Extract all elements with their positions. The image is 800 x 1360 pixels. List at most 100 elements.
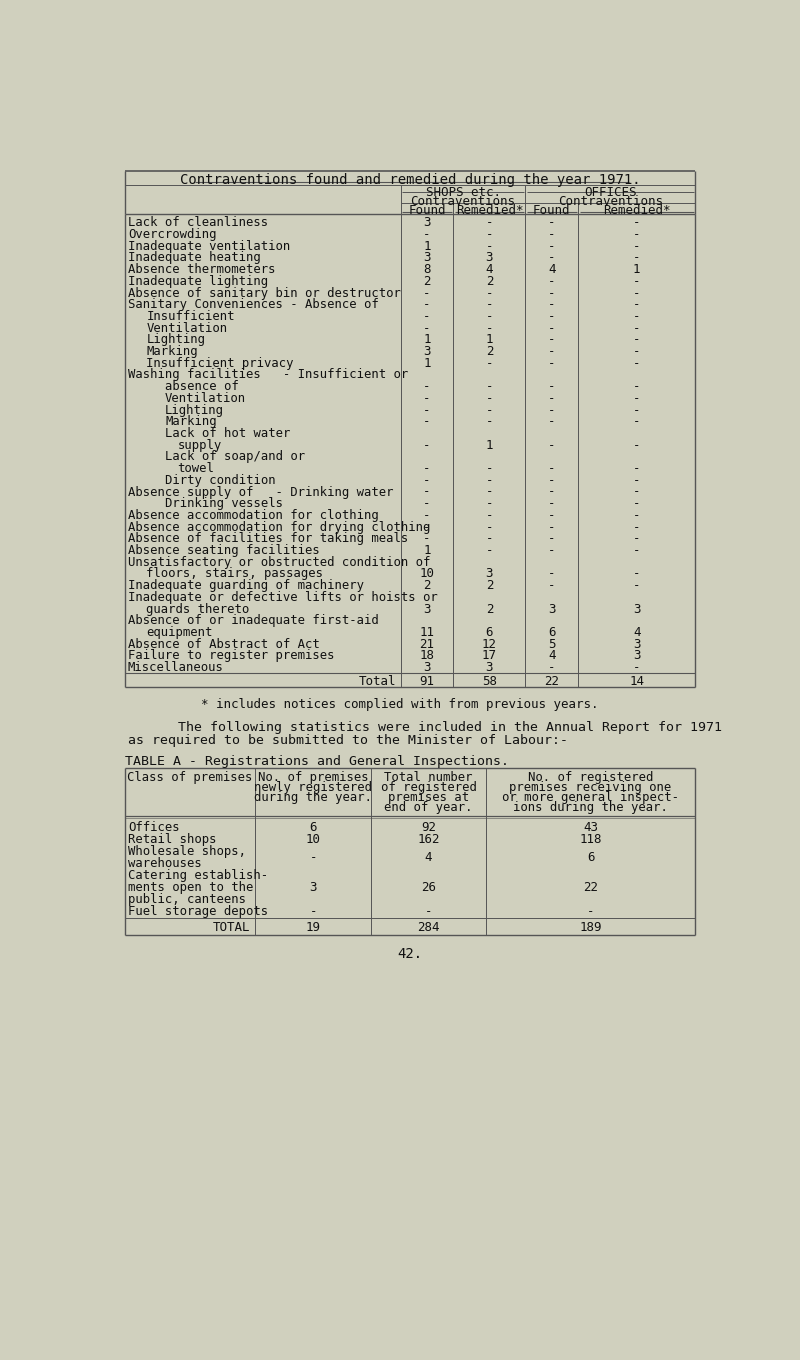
Text: Inadequate or defective lifts or hoists or: Inadequate or defective lifts or hoists … [128,590,438,604]
Text: Found: Found [408,204,446,218]
Text: -: - [423,228,430,241]
Text: ments open to the: ments open to the [128,881,254,894]
Text: -: - [486,239,493,253]
Text: -: - [633,567,641,581]
Text: -: - [548,404,555,416]
Text: Catering establish-: Catering establish- [128,869,268,883]
Text: -: - [486,415,493,428]
Text: -: - [423,473,430,487]
Text: -: - [633,579,641,592]
Text: -: - [548,544,555,558]
Text: Marking: Marking [165,415,217,428]
Text: -: - [486,521,493,533]
Text: Lighting: Lighting [165,404,224,416]
Text: -: - [548,392,555,405]
Text: during the year.: during the year. [254,792,372,804]
Text: 2: 2 [423,275,430,288]
Text: -: - [633,298,641,311]
Text: 3: 3 [633,649,641,662]
Text: -: - [423,381,430,393]
Text: TOTAL: TOTAL [213,922,250,934]
Text: 162: 162 [418,834,440,846]
Text: Absence of sanitary bin or destructor: Absence of sanitary bin or destructor [128,287,401,299]
Text: -: - [633,310,641,322]
Text: of registered: of registered [381,782,477,794]
Text: -: - [633,521,641,533]
Text: 6: 6 [587,851,594,864]
Text: -: - [423,392,430,405]
Text: 14: 14 [629,675,644,688]
Text: -: - [486,462,493,475]
Text: -: - [486,473,493,487]
Text: -: - [633,404,641,416]
Text: No. of registered: No. of registered [528,771,654,785]
Text: -: - [423,486,430,499]
Text: 43: 43 [583,821,598,835]
Text: Marking: Marking [146,345,198,358]
Text: public, canteens: public, canteens [128,894,246,906]
Text: -: - [486,287,493,299]
Text: Fuel storage depots: Fuel storage depots [128,904,268,918]
Text: -: - [548,486,555,499]
Text: newly registered: newly registered [254,782,372,794]
Text: TABLE A - Registrations and General Inspections.: TABLE A - Registrations and General Insp… [125,755,509,768]
Text: -: - [548,509,555,522]
Text: Absence seating facilities: Absence seating facilities [128,544,320,558]
Text: -: - [548,532,555,545]
Text: Lack of soap/and or: Lack of soap/and or [165,450,306,464]
Text: Absence thermometers: Absence thermometers [128,262,275,276]
Text: 1: 1 [633,262,641,276]
Text: Absence of facilities for taking meals: Absence of facilities for taking meals [128,532,408,545]
Text: premises receiving one: premises receiving one [510,782,672,794]
Text: 2: 2 [486,579,493,592]
Text: Inadequate guarding of machinery: Inadequate guarding of machinery [128,579,364,592]
Text: 92: 92 [421,821,436,835]
Text: Dirty condition: Dirty condition [165,473,276,487]
Text: 4: 4 [633,626,641,639]
Text: -: - [486,404,493,416]
Text: -: - [633,216,641,230]
Text: -: - [548,498,555,510]
Text: SHOPS etc.: SHOPS etc. [426,185,501,199]
Text: The following statistics were included in the Annual Report for 1971: The following statistics were included i… [178,721,722,734]
Text: Unsatisfactory or obstructed condition of: Unsatisfactory or obstructed condition o… [128,556,430,568]
Text: 12: 12 [482,638,497,650]
Text: end of year.: end of year. [384,801,473,815]
Text: 8: 8 [423,262,430,276]
Text: 6: 6 [310,821,317,835]
Text: 17: 17 [482,649,497,662]
Text: 3: 3 [423,216,430,230]
Text: -: - [633,473,641,487]
Text: Total number: Total number [384,771,473,785]
Text: -: - [633,415,641,428]
Text: Overcrowding: Overcrowding [128,228,216,241]
Text: -: - [548,579,555,592]
Text: Insufficient privacy: Insufficient privacy [146,356,294,370]
Text: 3: 3 [423,345,430,358]
Text: Washing facilities   - Insufficient or: Washing facilities - Insufficient or [128,369,408,382]
Text: -: - [633,498,641,510]
Text: -: - [423,509,430,522]
Text: Inadequate heating: Inadequate heating [128,252,261,264]
Text: -: - [633,544,641,558]
Text: -: - [633,228,641,241]
Text: Inadequate ventilation: Inadequate ventilation [128,239,290,253]
Text: -: - [548,287,555,299]
Text: Absence supply of   - Drinking water: Absence supply of - Drinking water [128,486,394,499]
Text: Offices: Offices [128,821,179,835]
Text: -: - [423,415,430,428]
Text: -: - [633,239,641,253]
Text: -: - [633,287,641,299]
Text: -: - [633,532,641,545]
Text: 22: 22 [583,881,598,894]
Text: -: - [633,345,641,358]
Text: 3: 3 [486,567,493,581]
Text: 118: 118 [579,834,602,846]
Text: -: - [548,439,555,452]
Text: Class of premises: Class of premises [127,771,253,785]
Text: Inadequate lighting: Inadequate lighting [128,275,268,288]
Text: -: - [423,462,430,475]
Text: Found: Found [533,204,570,218]
Text: OFFICES: OFFICES [584,185,637,199]
Text: 3: 3 [486,661,493,675]
